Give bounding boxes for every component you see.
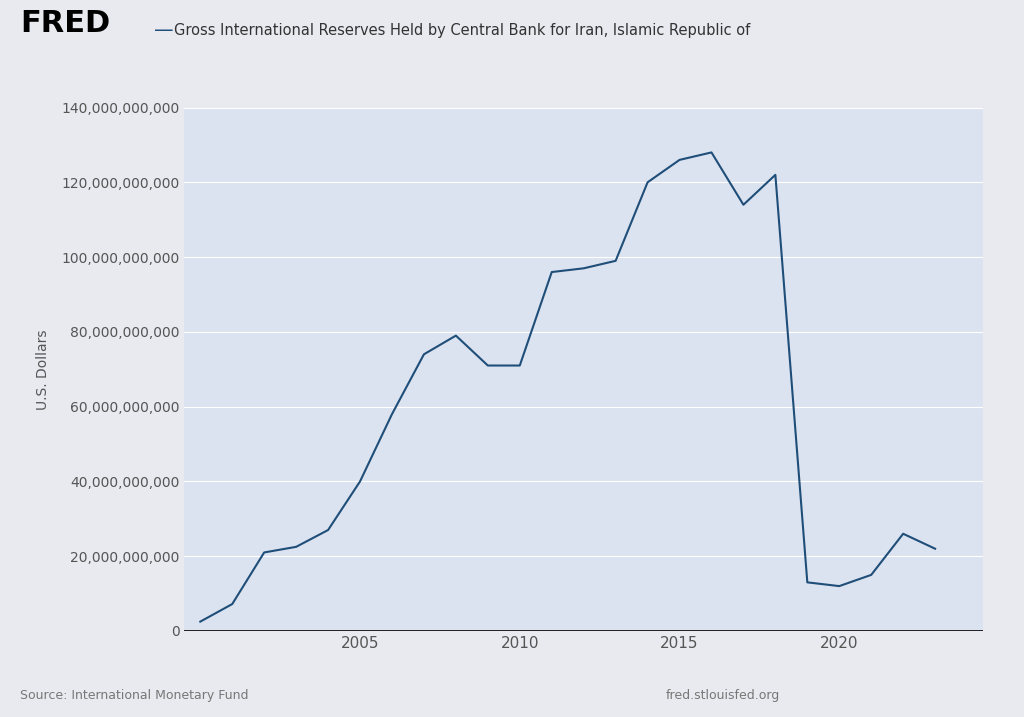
Text: —: —	[154, 21, 173, 39]
Text: FRED: FRED	[20, 9, 111, 38]
Text: Gross International Reserves Held by Central Bank for Iran, Islamic Republic of: Gross International Reserves Held by Cen…	[174, 23, 751, 37]
Y-axis label: U.S. Dollars: U.S. Dollars	[36, 329, 50, 409]
Text: Source: International Monetary Fund: Source: International Monetary Fund	[20, 689, 249, 702]
Text: fred.stlouisfed.org: fred.stlouisfed.org	[666, 689, 780, 702]
